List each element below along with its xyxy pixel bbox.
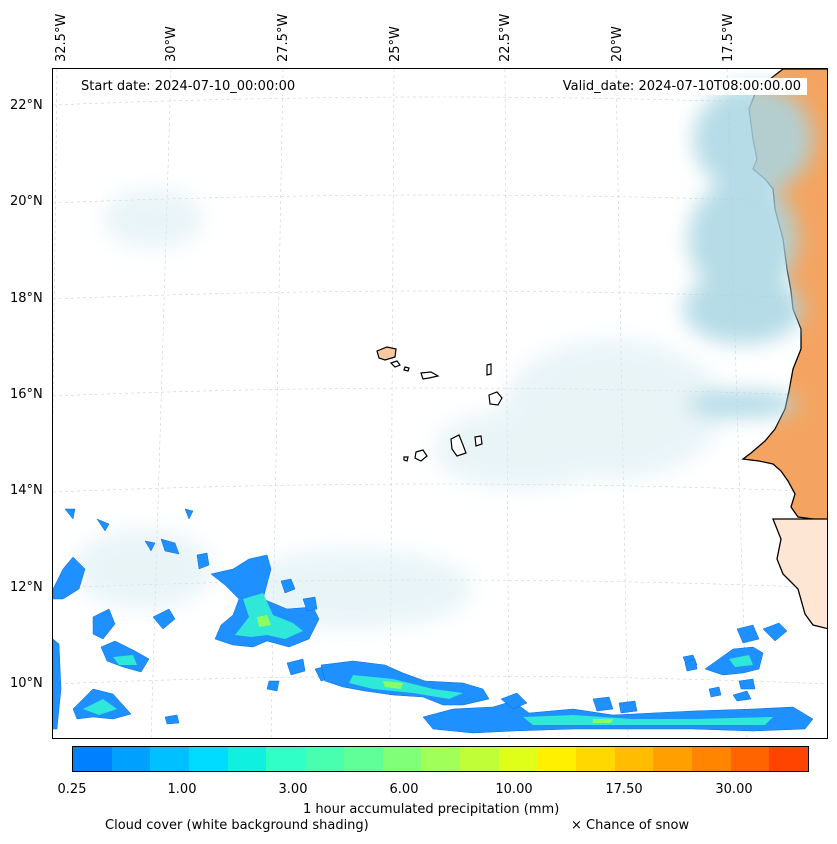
colorbar-tick-10-00: 10.00 <box>495 782 533 797</box>
colorbar-segment-0 <box>73 747 112 771</box>
island-santa-luzia <box>403 366 410 372</box>
lat-label-20n: 20°N <box>10 194 43 209</box>
island-sal <box>486 363 492 376</box>
snow-legend: × Chance of snow <box>571 818 690 833</box>
island-santo-antao <box>376 346 397 361</box>
lat-label-12n: 12°N <box>10 580 43 595</box>
colorbar-segment-2 <box>150 747 190 771</box>
lon-label-27-5w: 27.5°W <box>276 13 291 62</box>
map-canvas <box>53 69 827 738</box>
colorbar-segment-1 <box>111 747 151 771</box>
island-maio <box>474 435 483 447</box>
colorbar-segment-10 <box>459 747 499 771</box>
start-date-label: Start date: 2024-07-10_00:00:00 <box>75 78 302 95</box>
colorbar-segment-8 <box>382 747 422 771</box>
colorbar-segment-17 <box>730 747 770 771</box>
lat-label-16n: 16°N <box>10 387 43 402</box>
colorbar-label: 1 hour accumulated precipitation (mm) <box>303 802 560 817</box>
precipitation-light <box>53 508 814 734</box>
island-brava <box>403 456 409 462</box>
valid-date-label: Valid_date: 2024-07-10T08:00:00.00 <box>556 78 807 95</box>
lon-label-17-5w: 17.5°W <box>721 13 736 62</box>
lon-label-22-5w: 22.5°W <box>498 13 513 62</box>
cloud-cover-coast <box>683 84 813 418</box>
island-fogo <box>414 449 428 462</box>
colorbar-segment-5 <box>266 747 306 771</box>
precipitation-moderate <box>83 593 773 725</box>
colorbar-segment-6 <box>305 747 344 771</box>
land-africa-south <box>772 518 827 630</box>
colorbar-segment-14 <box>614 747 654 771</box>
lat-label-22n: 22°N <box>10 98 43 113</box>
colorbar-segment-7 <box>343 747 383 771</box>
colorbar-tick-0-25: 0.25 <box>57 782 87 797</box>
lon-label-30w: 30°W <box>164 26 179 62</box>
lon-label-25w: 25°W <box>388 26 403 62</box>
colorbar-segment-18 <box>769 747 809 771</box>
cape-verde-islands <box>376 346 503 462</box>
colorbar-segment-3 <box>189 747 228 771</box>
precipitation-heavier <box>257 615 613 723</box>
lat-label-14n: 14°N <box>10 483 43 498</box>
colorbar-segment-4 <box>227 747 267 771</box>
colorbar-segment-16 <box>692 747 731 771</box>
lat-label-10n: 10°N <box>10 676 43 691</box>
weather-map: Start date: 2024-07-10_00:00:00 Valid_da… <box>52 68 828 739</box>
precipitation-colorbar <box>72 746 809 772</box>
lat-label-18n: 18°N <box>10 291 43 306</box>
lon-label-32-5w: 32.5°W <box>54 13 69 62</box>
colorbar-tick-6-00: 6.00 <box>389 782 419 797</box>
island-boa-vista <box>488 391 503 406</box>
cloud-cover-light <box>73 189 723 629</box>
colorbar-segment-12 <box>537 747 576 771</box>
island-sao-vicente <box>389 360 401 368</box>
colorbar-segment-11 <box>498 747 538 771</box>
island-santiago <box>450 434 467 457</box>
colorbar-tick-3-00: 3.00 <box>278 782 308 797</box>
colorbar-tick-30-00: 30.00 <box>715 782 753 797</box>
lon-label-20w: 20°W <box>610 26 625 62</box>
colorbar-segment-15 <box>653 747 692 771</box>
cloud-cover-legend: Cloud cover (white background shading) <box>105 818 369 833</box>
colorbar-segment-13 <box>575 747 615 771</box>
colorbar-tick-1-00: 1.00 <box>167 782 197 797</box>
colorbar-tick-17-50: 17.50 <box>605 782 643 797</box>
island-sao-nicolau <box>420 371 440 380</box>
colorbar-segment-9 <box>421 747 460 771</box>
